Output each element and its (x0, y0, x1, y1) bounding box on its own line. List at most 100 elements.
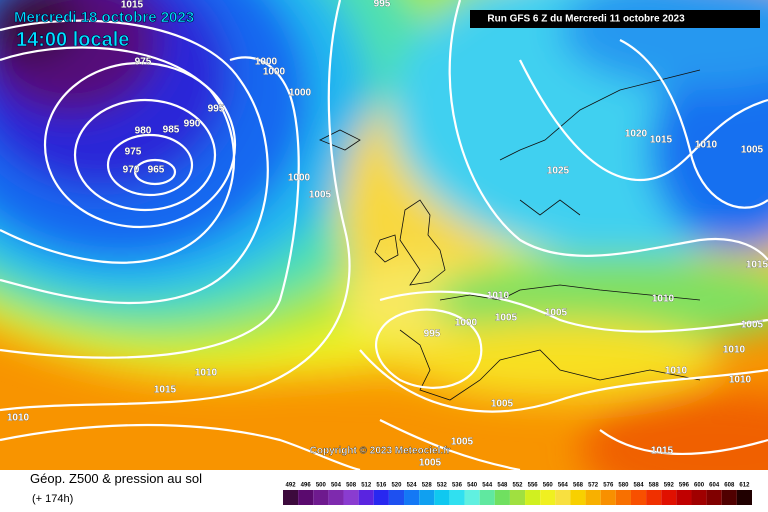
legend-swatch (736, 490, 752, 505)
isobar-label: 1025 (547, 166, 570, 177)
legend-label: 576 (603, 483, 614, 489)
footer-title: Géop. Z500 & pression au sol (30, 471, 202, 486)
isobar-label: 1000 (289, 88, 312, 99)
legend-swatch (479, 490, 495, 505)
isobar-label: 1005 (495, 313, 518, 324)
legend-swatch (343, 490, 359, 505)
legend-swatch (283, 490, 299, 505)
legend-swatch (676, 490, 692, 505)
lead-time: (+ 174h) (32, 493, 73, 505)
legend-swatch (630, 490, 647, 505)
isobar-label: 1005 (451, 437, 474, 448)
isobar-label: 1010 (487, 291, 510, 302)
legend-label: 496 (301, 483, 312, 489)
isobar-label: 995 (424, 329, 441, 340)
legend-label: 604 (709, 483, 720, 489)
isobar-label: 990 (184, 119, 201, 130)
legend-swatch (298, 490, 314, 505)
legend-label: 540 (467, 483, 478, 489)
isobar-label: 1010 (652, 294, 675, 305)
isobar-label: 1005 (309, 190, 332, 201)
legend-swatch (494, 490, 510, 505)
isobar-label: 1005 (741, 145, 764, 156)
legend-label: 572 (588, 483, 599, 489)
legend-label: 556 (528, 483, 539, 489)
isobar-label: 1005 (491, 399, 514, 410)
isobar-label: 1000 (288, 173, 311, 184)
isobar-label: 1015 (651, 446, 674, 457)
isobar-label: 1005 (545, 308, 568, 319)
valid-date: Mercredi 18 octobre 2023 (14, 9, 194, 26)
isobar-label: 965 (148, 165, 165, 176)
legend-swatch (570, 490, 586, 505)
isobar-label: 1005 (419, 458, 442, 469)
isobar-label: 1015 (650, 135, 673, 146)
legend-label: 600 (694, 483, 705, 489)
isobar-label: 1010 (729, 375, 752, 386)
legend-swatch (555, 490, 571, 505)
legend-label: 612 (739, 483, 750, 489)
legend-swatch (388, 490, 405, 505)
legend-label: 516 (376, 483, 387, 489)
legend-label: 528 (422, 483, 433, 489)
isobar-label: 1015 (121, 0, 144, 11)
legend-swatch (615, 490, 631, 505)
run-info: Run GFS 6 Z du Mercredi 11 octobre 2023 (487, 14, 685, 25)
isobar-label: 985 (163, 125, 180, 136)
run-banner (470, 10, 760, 28)
isobar-label: 1020 (625, 129, 648, 140)
legend-label: 492 (286, 483, 297, 489)
isobar-label: 970 (123, 165, 140, 176)
legend-swatch (419, 490, 435, 505)
legend-label: 568 (573, 483, 584, 489)
legend-swatch (646, 490, 662, 505)
legend-swatch (464, 490, 480, 505)
legend-label: 552 (512, 483, 523, 489)
color-legend: 492 496 500 504 508 512 516 520 524 528 532 536 540 5… (283, 483, 752, 505)
isobar-label: 1010 (7, 413, 30, 424)
isobar-label: 1010 (723, 345, 746, 356)
legend-swatch (721, 490, 737, 505)
legend-label: 536 (452, 483, 463, 489)
isobar-label: 1000 (255, 57, 278, 68)
legend-label: 504 (331, 483, 342, 489)
isobar-label: 975 (125, 147, 142, 158)
legend-label: 544 (482, 483, 493, 489)
legend-swatch (525, 490, 541, 505)
legend-label: 524 (407, 483, 418, 489)
isobars (0, 0, 768, 470)
legend-swatch (540, 490, 556, 505)
legend-label: 564 (558, 483, 569, 489)
legend-label: 512 (361, 483, 372, 489)
legend-label: 580 (618, 483, 629, 489)
isobar-label: 1000 (263, 67, 286, 78)
legend-swatch (509, 490, 526, 505)
legend-swatch (373, 490, 389, 505)
legend-label: 508 (346, 483, 357, 489)
isobar-label: 1010 (195, 368, 218, 379)
legend-label: 584 (634, 483, 645, 489)
isobar-label: 1005 (741, 320, 764, 331)
legend-swatch (313, 490, 329, 505)
legend-label: 588 (649, 483, 660, 489)
legend-swatch (691, 490, 707, 505)
legend-label: 560 (543, 483, 554, 489)
legend-label: 548 (497, 483, 508, 489)
isobar-label: 975 (135, 57, 152, 68)
isobar-label: 995 (208, 104, 225, 115)
isobar-label: 995 (374, 0, 391, 10)
legend-label: 520 (391, 483, 402, 489)
isobar-label: 1010 (665, 366, 688, 377)
isobar-label: 1010 (695, 140, 718, 151)
valid-time: 14:00 locale (16, 29, 129, 51)
legend-swatch (328, 490, 344, 505)
legend-swatch (404, 490, 420, 505)
isobar-label: 980 (135, 126, 152, 137)
isobar-label: 1015 (746, 260, 768, 271)
legend-swatch (434, 490, 450, 505)
legend-label: 532 (437, 483, 448, 489)
